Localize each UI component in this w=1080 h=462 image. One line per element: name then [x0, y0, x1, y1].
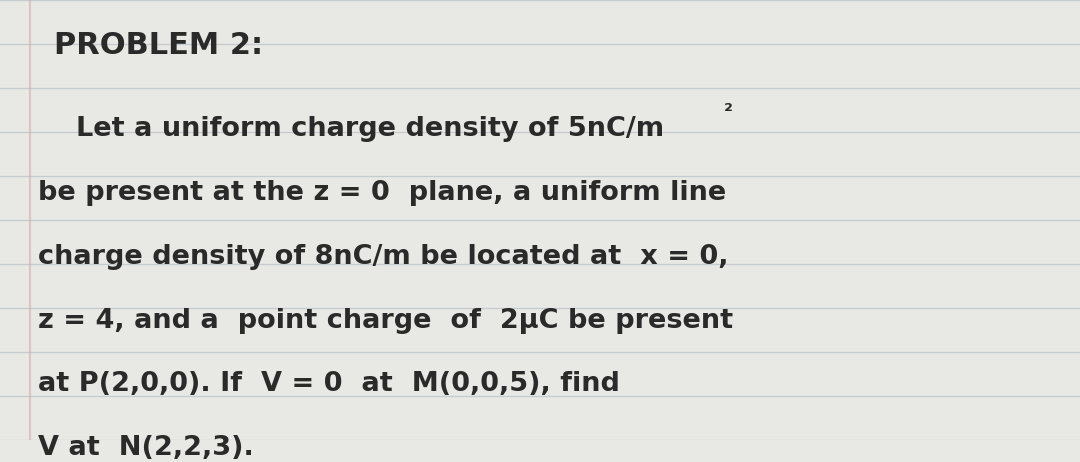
- Text: ²: ²: [724, 103, 732, 122]
- Text: V at  N(2,2,3).: V at N(2,2,3).: [38, 435, 254, 461]
- Text: at P(2,0,0). If  V = 0  at  M(0,0,5), find: at P(2,0,0). If V = 0 at M(0,0,5), find: [38, 371, 620, 397]
- Text: z = 4, and a  point charge  of  2μC be present: z = 4, and a point charge of 2μC be pres…: [38, 308, 733, 334]
- Text: charge density of 8nC/m be located at  x = 0,: charge density of 8nC/m be located at x …: [38, 244, 728, 270]
- Text: PROBLEM 2:: PROBLEM 2:: [54, 31, 264, 60]
- Text: be present at the z = 0  plane, a uniform line: be present at the z = 0 plane, a uniform…: [38, 180, 726, 206]
- Text: Let a uniform charge density of 5nC/m: Let a uniform charge density of 5nC/m: [38, 116, 664, 142]
